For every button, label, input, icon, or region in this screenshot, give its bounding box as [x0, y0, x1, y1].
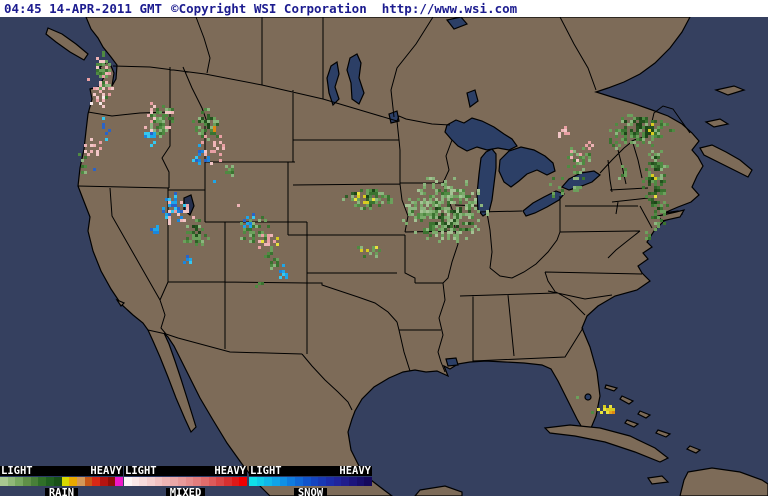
legend-color-cell: [356, 477, 365, 486]
legend-color-cell: [7, 477, 16, 486]
legend-snow: LIGHT HEAVY SNOW: [249, 464, 372, 496]
legend-color-cell: [333, 477, 342, 486]
legend-color-cell: [162, 477, 171, 486]
legend-color-cell: [200, 477, 209, 486]
legend-color-cell: [348, 477, 357, 486]
legend-snow-scale-header: LIGHT HEAVY: [249, 464, 372, 477]
legend-color-cell: [318, 477, 326, 486]
legend-mixed-heavy-label: HEAVY: [214, 464, 246, 477]
legend-color-cell: [325, 477, 334, 486]
legend-color-cell: [92, 477, 100, 486]
legend-snow-colorbar: [249, 477, 372, 486]
legend-color-cell: [99, 477, 108, 486]
legend-color-cell: [287, 477, 296, 486]
legend-snow-label-row: SNOW: [249, 486, 372, 496]
legend-color-cell: [341, 477, 349, 486]
legend-color-cell: [272, 477, 280, 486]
legend-color-cell: [239, 477, 247, 486]
lake-pontchartrain: [445, 357, 459, 367]
legend-color-cell: [0, 477, 8, 486]
legend-color-cell: [147, 477, 155, 486]
legend-color-cell: [364, 477, 372, 486]
legend-color-cell: [295, 477, 303, 486]
legend-color-cell: [231, 477, 240, 486]
legend-color-cell: [177, 477, 186, 486]
legend-color-cell: [256, 477, 265, 486]
legend-color-cell: [38, 477, 47, 486]
legend-rain-scale-header: LIGHT HEAVY: [0, 464, 123, 477]
legend-rain-colorbar: [0, 477, 123, 486]
lake-okeechobee: [584, 393, 592, 401]
title-bar: 04:45 14-APR-2011 GMT ©Copyright WSI Cor…: [0, 0, 768, 17]
legend-color-cell: [23, 477, 31, 486]
legend-color-cell: [53, 477, 62, 486]
legend-color-cell: [15, 477, 24, 486]
legend-mixed-label-row: MIXED: [124, 486, 247, 496]
legend-mixed-colorbar: [124, 477, 247, 486]
timestamp-label: 04:45 14-APR-2011 GMT: [4, 1, 163, 16]
legend-color-cell: [185, 477, 194, 486]
legend-color-cell: [302, 477, 311, 486]
legend-mixed-scale-header: LIGHT HEAVY: [124, 464, 247, 477]
legend-color-cell: [170, 477, 178, 486]
legend-rain-label-row: RAIN: [0, 486, 123, 496]
legend-snow-label: SNOW: [293, 488, 328, 496]
legend-rain-heavy-label: HEAVY: [90, 464, 122, 477]
legend-color-cell: [107, 477, 116, 486]
legend-color-cell: [84, 477, 93, 486]
legend-color-cell: [249, 477, 257, 486]
legend-mixed: LIGHT HEAVY MIXED: [124, 464, 247, 496]
legend-color-cell: [115, 477, 123, 486]
legend-rain-light-label: LIGHT: [1, 464, 33, 477]
legend-color-cell: [124, 477, 132, 486]
legend-color-cell: [139, 477, 148, 486]
legend-snow-light-label: LIGHT: [250, 464, 282, 477]
legend-mixed-label: MIXED: [165, 488, 206, 496]
legend-color-cell: [131, 477, 140, 486]
legend-color-cell: [223, 477, 232, 486]
legend-color-cell: [264, 477, 273, 486]
legend-rain-label: RAIN: [44, 488, 79, 496]
legend-rain: LIGHT HEAVY RAIN: [0, 464, 123, 496]
legend-mixed-light-label: LIGHT: [125, 464, 157, 477]
legend-color-cell: [46, 477, 54, 486]
legend-color-cell: [69, 477, 77, 486]
copyright-label: ©Copyright WSI Corporation: [171, 1, 367, 16]
legend-color-cell: [208, 477, 217, 486]
wsi-url-label: http://www.wsi.com: [381, 1, 518, 16]
legend-color-cell: [216, 477, 224, 486]
legend-color-cell: [310, 477, 319, 486]
legend-color-cell: [279, 477, 288, 486]
legend-color-cell: [193, 477, 201, 486]
legend-color-cell: [61, 477, 70, 486]
legend-color-cell: [76, 477, 85, 486]
legend-color-cell: [154, 477, 163, 486]
legend-snow-heavy-label: HEAVY: [339, 464, 371, 477]
legend-color-cell: [30, 477, 39, 486]
